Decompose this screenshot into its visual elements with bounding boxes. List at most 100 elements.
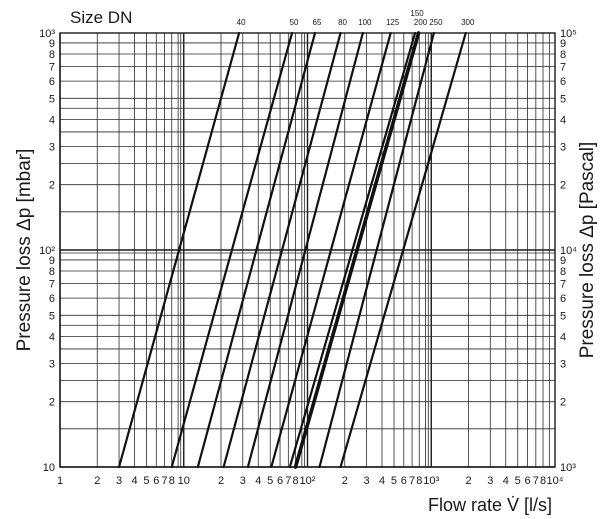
series-line-dn-250 xyxy=(318,31,435,469)
y-tick-label-left: 7 xyxy=(49,279,55,291)
x-tick-label: 4 xyxy=(379,475,385,487)
series-label-dn-300: 300 xyxy=(461,18,475,27)
x-tick-label: 5 xyxy=(143,475,149,487)
y-tick-label-right: 2 xyxy=(560,180,566,192)
x-tick-label: 2 xyxy=(94,475,100,487)
plot-frame xyxy=(59,32,556,468)
y-tick-label-right: 9 xyxy=(560,255,566,267)
x-tick-label: 2 xyxy=(465,475,471,487)
x-tick-label: 1 xyxy=(57,475,63,487)
series-line-dn-150 xyxy=(288,31,417,469)
x-tick-label: 10 xyxy=(178,475,190,487)
x-tick-label: 6 xyxy=(524,475,530,487)
y-tick-label-right: 6 xyxy=(560,293,566,305)
y-tick-label-left: 2 xyxy=(49,180,55,192)
y-tick-label-left: 9 xyxy=(49,255,55,267)
y-tick-label-right: 9 xyxy=(560,38,566,50)
y-tick-label-right: 4 xyxy=(560,114,566,126)
x-tick-label: 5 xyxy=(391,475,397,487)
y-tick-label-left: 5 xyxy=(49,310,55,322)
x-tick-label: 8 xyxy=(292,475,298,487)
y-tick-label-left: 9 xyxy=(49,38,55,50)
x-tick-label: 3 xyxy=(116,475,122,487)
x-axis-title: Flow rate V̇ [l/s] xyxy=(428,495,552,515)
y-tick-label-left: 4 xyxy=(49,114,55,126)
x-tick-label: 7 xyxy=(533,475,539,487)
y-tick-label-left: 6 xyxy=(49,76,55,88)
x-tick-label: 2 xyxy=(218,475,224,487)
series-line-dn-65 xyxy=(196,31,317,469)
x-tick-label: 6 xyxy=(153,475,159,487)
x-tick-label: 6 xyxy=(401,475,407,487)
y-tick-label-right: 10⁴ xyxy=(560,245,577,257)
y-tick-label-left: 3 xyxy=(49,358,55,370)
x-tick-label: 4 xyxy=(503,475,509,487)
x-tick-label: 10³ xyxy=(423,475,439,487)
x-tick-label: 10⁴ xyxy=(547,475,564,487)
y-tick-label-right: 10⁵ xyxy=(560,28,577,40)
y-tick-label-right: 2 xyxy=(560,397,566,409)
y-tick-label-left: 7 xyxy=(49,62,55,74)
y-tick-label-left: 3 xyxy=(49,141,55,153)
series-line-dn-125 xyxy=(270,31,392,469)
y-tick-label-right: 5 xyxy=(560,310,566,322)
y-axis-title-right: Pressure loss Δp [Pascal] xyxy=(577,142,598,359)
series-label-dn-100: 100 xyxy=(358,18,372,27)
x-tick-label: 3 xyxy=(240,475,246,487)
y-tick-label-left: 6 xyxy=(49,293,55,305)
x-tick-label: 8 xyxy=(169,475,175,487)
x-tick-labels: 1 2 3 4 5 6 7 8 10 2 3 4 5 6 7 8 10² 2 3 4 5 6 7 8 10³ 2 3 4 5 6 7 8 10⁴ xyxy=(57,475,564,487)
series-label-dn-125: 125 xyxy=(386,18,400,27)
series-label-dn-50: 50 xyxy=(290,18,299,27)
y-tick-label-right: 10³ xyxy=(560,462,576,474)
series-line-dn-50 xyxy=(170,31,294,469)
y-tick-label-left: 2 xyxy=(49,397,55,409)
y-tick-label-right: 5 xyxy=(560,93,566,105)
series-layer xyxy=(117,31,467,469)
x-tick-label: 3 xyxy=(363,475,369,487)
series-label-dn-200: 200 xyxy=(414,18,428,27)
x-tick-label: 8 xyxy=(540,475,546,487)
series-line-dn-300 xyxy=(339,31,467,469)
x-tick-label: 7 xyxy=(409,475,415,487)
y-tick-label-right: 7 xyxy=(560,62,566,74)
series-label-dn-40: 40 xyxy=(237,18,246,27)
y-tick-label-right: 4 xyxy=(560,331,566,343)
y-tick-label-left: 10² xyxy=(39,245,55,257)
x-tick-label: 8 xyxy=(416,475,422,487)
series-label-dn-80: 80 xyxy=(338,18,347,27)
series-label-dn-150: 150 xyxy=(410,9,424,18)
y-tick-label-right: 6 xyxy=(560,76,566,88)
series-line-dn-80 xyxy=(222,31,342,469)
x-tick-label: 4 xyxy=(255,475,261,487)
y-tick-label-right: 8 xyxy=(560,266,566,278)
x-tick-label: 7 xyxy=(162,475,168,487)
x-tick-label: 3 xyxy=(487,475,493,487)
x-tick-label: 5 xyxy=(515,475,521,487)
series-line-dn-40 xyxy=(117,31,241,469)
series-label-dn-65: 65 xyxy=(313,18,322,27)
grid xyxy=(59,33,555,468)
y-tick-label-left: 5 xyxy=(49,93,55,105)
y-tick-label-left: 4 xyxy=(49,331,55,343)
series-line-dn-200 xyxy=(293,31,421,469)
y-tick-label-left: 10 xyxy=(43,462,55,474)
y-tick-label-right: 8 xyxy=(560,49,566,61)
series-line-dn-100 xyxy=(246,31,364,469)
x-tick-label: 5 xyxy=(267,475,273,487)
y-tick-label-right: 3 xyxy=(560,141,566,153)
y-tick-label-right: 3 xyxy=(560,358,566,370)
y-tick-label-left: 8 xyxy=(49,266,55,278)
x-tick-label: 10² xyxy=(300,475,316,487)
chart-title: Size DN xyxy=(70,8,132,27)
y-tick-label-left: 10³ xyxy=(39,28,55,40)
y-tick-label-right: 7 xyxy=(560,279,566,291)
x-tick-label: 4 xyxy=(131,475,137,487)
series-label-dn-250: 250 xyxy=(429,18,443,27)
x-tick-label: 6 xyxy=(277,475,283,487)
x-tick-label: 7 xyxy=(285,475,291,487)
